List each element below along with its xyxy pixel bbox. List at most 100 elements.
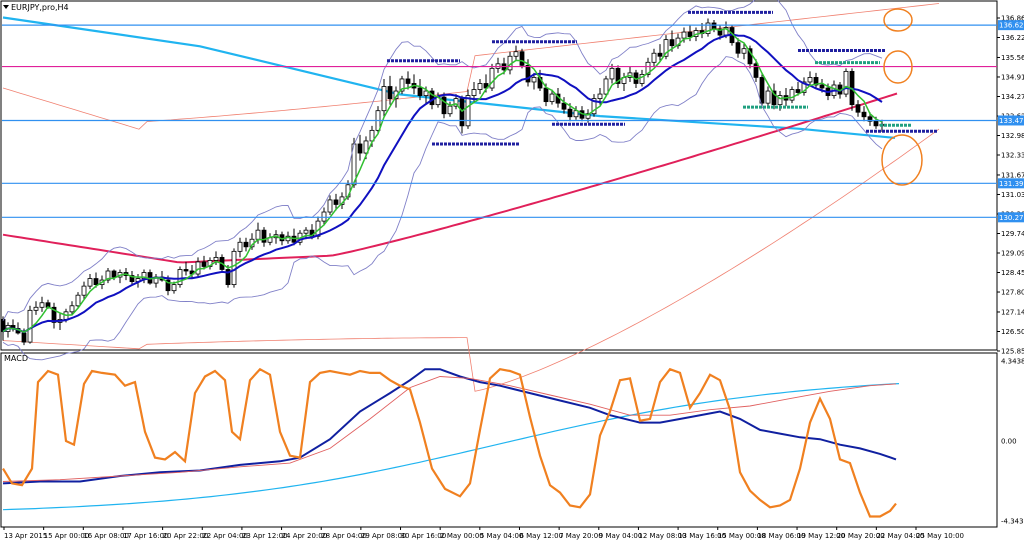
candle[interactable]: [177, 269, 183, 286]
candle[interactable]: [651, 52, 657, 63]
price-plot[interactable]: [0, 0, 997, 392]
candle[interactable]: [603, 78, 609, 95]
candle[interactable]: [777, 95, 783, 106]
candle[interactable]: [711, 22, 717, 30]
candle[interactable]: [51, 306, 57, 323]
candle[interactable]: [543, 87, 549, 103]
candle[interactable]: [669, 39, 675, 47]
candle[interactable]: [87, 278, 93, 287]
candle[interactable]: [483, 83, 489, 89]
candle[interactable]: [357, 143, 363, 154]
candle[interactable]: [585, 113, 591, 119]
candle[interactable]: [663, 39, 669, 57]
candle[interactable]: [417, 87, 423, 96]
candle[interactable]: [801, 81, 807, 93]
candle[interactable]: [477, 83, 483, 90]
candle[interactable]: [303, 229, 309, 234]
candle[interactable]: [213, 256, 219, 261]
candle[interactable]: [531, 77, 537, 83]
candle[interactable]: [327, 199, 333, 213]
candle[interactable]: [195, 261, 201, 275]
candle[interactable]: [561, 102, 567, 110]
candle[interactable]: [639, 74, 645, 84]
candle[interactable]: [171, 284, 177, 292]
candle[interactable]: [609, 67, 615, 80]
candle[interactable]: [759, 77, 765, 104]
candle[interactable]: [111, 270, 117, 278]
candle[interactable]: [765, 90, 771, 104]
candle[interactable]: [753, 63, 759, 78]
candle[interactable]: [105, 270, 111, 281]
candle[interactable]: [423, 90, 429, 96]
candle[interactable]: [771, 90, 777, 106]
candle[interactable]: [741, 48, 747, 54]
candle[interactable]: [81, 285, 87, 296]
candle[interactable]: [735, 42, 741, 54]
candle[interactable]: [387, 86, 393, 100]
candle[interactable]: [471, 89, 477, 96]
macd-axis-label: -4.3438: [1001, 518, 1024, 526]
candle[interactable]: [33, 306, 39, 311]
window-menu-icon[interactable]: [3, 5, 9, 9]
price-axis-label: 129.095: [1001, 250, 1024, 258]
candle[interactable]: [165, 279, 171, 292]
candle[interactable]: [645, 61, 651, 75]
annotation-ellipse[interactable]: [883, 8, 913, 32]
candle[interactable]: [687, 31, 693, 38]
candle[interactable]: [93, 278, 99, 286]
candle[interactable]: [717, 28, 723, 36]
candle[interactable]: [255, 229, 261, 240]
outer-band-lower: [2, 128, 940, 392]
candle[interactable]: [447, 105, 453, 115]
candle[interactable]: [843, 70, 849, 95]
candle[interactable]: [321, 211, 327, 222]
candle[interactable]: [819, 84, 825, 89]
candle[interactable]: [261, 229, 267, 243]
candle[interactable]: [465, 95, 471, 127]
candle[interactable]: [807, 77, 813, 83]
price-axis-label: 136.865: [1001, 15, 1024, 23]
candle[interactable]: [27, 309, 33, 343]
candle[interactable]: [657, 52, 663, 57]
candle[interactable]: [705, 22, 711, 34]
candle[interactable]: [21, 332, 27, 343]
candle[interactable]: [333, 199, 339, 205]
candle[interactable]: [513, 51, 519, 57]
candle[interactable]: [69, 305, 75, 313]
candle[interactable]: [237, 241, 243, 252]
candle[interactable]: [567, 108, 573, 118]
candle[interactable]: [867, 116, 873, 122]
candle[interactable]: [525, 64, 531, 83]
candle[interactable]: [201, 261, 207, 267]
candle[interactable]: [861, 111, 867, 118]
candle[interactable]: [789, 89, 795, 101]
annotation-ellipse[interactable]: [883, 50, 913, 84]
candle[interactable]: [39, 302, 45, 308]
candle[interactable]: [873, 120, 879, 127]
candle[interactable]: [681, 31, 687, 39]
candle[interactable]: [243, 241, 249, 248]
candle[interactable]: [399, 78, 405, 92]
candle[interactable]: [591, 98, 597, 115]
candle[interactable]: [453, 98, 459, 107]
candle[interactable]: [615, 67, 621, 84]
candle[interactable]: [225, 269, 231, 286]
candle[interactable]: [129, 275, 135, 282]
macd-plot[interactable]: [2, 367, 900, 518]
candle[interactable]: [381, 86, 387, 112]
candle[interactable]: [795, 89, 801, 93]
candle[interactable]: [597, 93, 603, 100]
candle[interactable]: [363, 140, 369, 154]
candle[interactable]: [405, 78, 411, 84]
candle[interactable]: [183, 269, 189, 272]
annotation-ellipse[interactable]: [881, 134, 923, 186]
candle[interactable]: [75, 294, 81, 307]
candle[interactable]: [489, 67, 495, 89]
candle[interactable]: [813, 77, 819, 86]
candle[interactable]: [855, 104, 861, 113]
candle[interactable]: [519, 51, 525, 66]
candle[interactable]: [441, 96, 447, 115]
candle[interactable]: [549, 93, 555, 103]
candle[interactable]: [459, 98, 465, 127]
